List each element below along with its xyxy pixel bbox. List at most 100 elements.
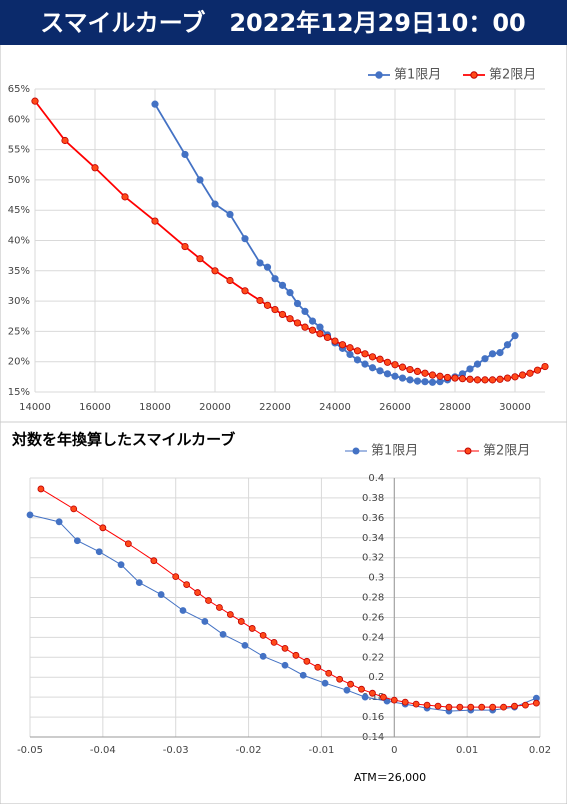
point [172,573,180,581]
point [376,367,384,375]
point [237,618,245,625]
point [421,378,429,386]
x-tick-label: 26000 [379,402,411,413]
point [533,366,542,374]
point [391,372,399,380]
x-tick-label: 18000 [139,402,171,413]
point [423,701,431,709]
point [278,310,287,319]
y-tick-label: 35% [8,266,30,277]
point [488,376,497,384]
y-tick-label: 0.22 [362,652,384,663]
x-tick-label: -0.03 [163,745,189,756]
y-tick-label: 45% [8,205,30,216]
y-tick-label: 65% [8,84,30,95]
point [316,323,324,331]
point [135,579,143,586]
legend-marker [375,71,383,79]
y-tick-label: 0.36 [362,513,384,524]
point [473,376,482,384]
x-tick-label: 20000 [199,402,231,413]
legend-marker [464,447,472,455]
x-tick-label: -0.04 [90,745,116,756]
point [181,150,189,159]
point [226,276,234,285]
annotation: ATM＝26,000 [354,771,426,784]
point [293,319,302,327]
y-tick-label: 60% [8,114,30,125]
point [321,679,329,687]
point [37,485,45,493]
point [73,537,81,545]
point [181,242,189,251]
point [256,259,264,267]
point [488,350,497,358]
point [518,371,527,379]
point [270,638,278,646]
point [481,376,489,384]
point [325,669,333,677]
point [466,365,474,373]
point [511,332,519,340]
legend-marker [470,71,478,79]
x-tick-label: 30000 [499,402,531,413]
point [428,378,437,386]
point [263,301,272,309]
header-bar [0,0,567,45]
y-tick-label: 0.26 [362,612,384,623]
point [511,373,519,381]
x-tick-label: 0 [391,745,397,756]
point [205,597,212,604]
point [70,505,78,513]
point [226,611,234,618]
point [406,365,414,374]
point [481,355,489,363]
x-tick-label: -0.01 [308,745,334,756]
point [353,347,362,355]
point [336,675,344,683]
point [278,281,287,289]
point [358,685,365,693]
point [522,701,529,709]
point [301,323,309,331]
point [368,353,377,361]
point [219,630,227,638]
point [196,255,204,263]
point [413,377,422,385]
legend-marker [352,447,360,455]
point [323,333,332,342]
y-tick-label: 0.24 [362,632,384,643]
point [343,686,351,694]
point [489,703,497,711]
point [331,337,339,345]
y-tick-label: 55% [8,145,30,156]
y-tick-label: 0.38 [362,493,384,504]
chart-title: 対数を年換算したスマイルカーブ [11,431,235,449]
point [391,361,399,369]
point [369,689,376,697]
point [458,375,467,383]
x-tick-label: -0.02 [236,745,262,756]
page-title: スマイルカーブ 2022年12月29日10：00 [40,9,526,37]
point [299,671,307,679]
x-tick-label: 22000 [259,402,291,413]
point [124,540,132,548]
point [259,631,267,639]
point [511,702,518,710]
point [368,364,377,372]
y-tick-label: 30% [8,296,30,307]
point [241,641,249,649]
point [121,193,129,201]
point [308,317,317,325]
point [412,700,420,708]
x-tick-label: 28000 [439,402,471,413]
point [271,275,279,283]
y-tick-label: 50% [8,175,30,186]
point [398,363,407,371]
point [316,330,324,338]
point [376,355,384,363]
point [281,661,289,669]
point [61,136,69,145]
point [150,557,158,565]
y-tick-label: 40% [8,236,30,247]
